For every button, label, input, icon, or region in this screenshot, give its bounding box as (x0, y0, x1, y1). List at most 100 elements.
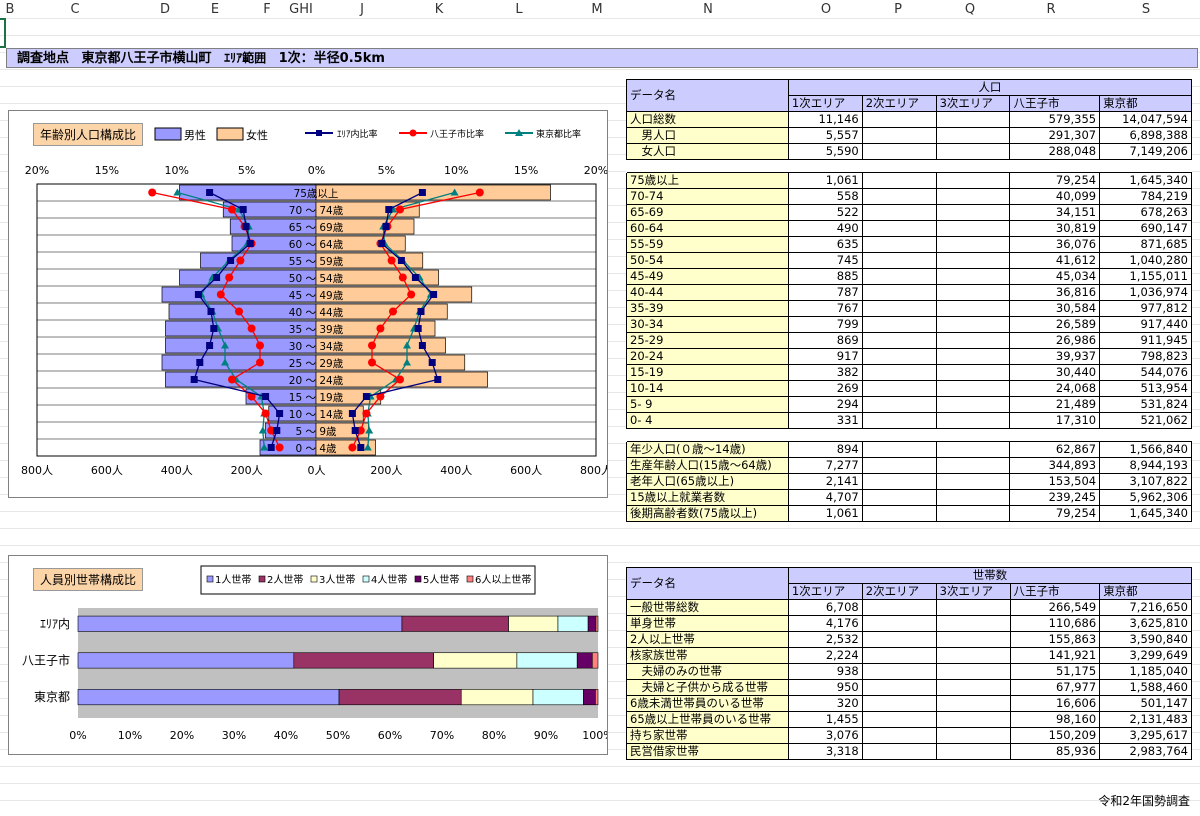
cell-area1[interactable]: 4,707 (787, 489, 863, 506)
row-label[interactable]: 60-64 (626, 220, 789, 237)
selected-cell[interactable] (0, 18, 6, 48)
cell-area3[interactable] (935, 127, 1011, 144)
cell-area1[interactable]: 11,146 (787, 111, 863, 128)
cell-area1[interactable]: 799 (787, 316, 863, 333)
cell-hachioji[interactable]: 34,151 (1009, 204, 1101, 221)
cell-area2[interactable] (861, 647, 937, 664)
column-letter[interactable]: GHI (289, 2, 313, 17)
cell-hachioji[interactable]: 30,584 (1009, 300, 1101, 317)
cell-area3[interactable] (935, 473, 1011, 490)
cell-area2[interactable] (861, 236, 937, 253)
cell-area1[interactable]: 490 (787, 220, 863, 237)
cell-area2[interactable] (861, 252, 937, 269)
row-label[interactable]: 50-54 (626, 252, 789, 269)
row-label[interactable]: 生産年齢人口(15歳～64歳) (626, 457, 789, 474)
column-letter[interactable]: O (820, 2, 832, 17)
cell-area2[interactable] (861, 143, 937, 160)
cell-hachioji[interactable]: 79,254 (1009, 505, 1101, 522)
row-label[interactable]: 15-19 (626, 364, 789, 381)
cell-area1[interactable]: 4,176 (787, 615, 863, 632)
cell-area1[interactable]: 2,224 (787, 647, 863, 664)
row-label[interactable]: 持ち家世帯 (626, 727, 789, 744)
cell-area1[interactable]: 320 (787, 695, 863, 712)
cell-area2[interactable] (861, 364, 937, 381)
cell-hachioji[interactable]: 266,549 (1009, 599, 1101, 616)
cell-hachioji[interactable]: 39,937 (1009, 348, 1101, 365)
column-letter[interactable]: J (360, 2, 364, 17)
column-letter[interactable]: E (210, 2, 220, 17)
row-label[interactable]: 男人口 (626, 127, 789, 144)
row-label[interactable]: 30-34 (626, 316, 789, 333)
cell-area2[interactable] (861, 727, 937, 744)
cell-tokyo[interactable]: 3,590,840 (1099, 631, 1192, 648)
cell-tokyo[interactable]: 3,299,649 (1099, 647, 1192, 664)
cell-area3[interactable] (935, 505, 1011, 522)
cell-area2[interactable] (861, 412, 937, 429)
row-label[interactable]: 10-14 (626, 380, 789, 397)
row-label[interactable]: 単身世帯 (626, 615, 789, 632)
row-label[interactable]: 55-59 (626, 236, 789, 253)
cell-area2[interactable] (861, 348, 937, 365)
cell-area1[interactable]: 938 (787, 663, 863, 680)
cell-area3[interactable] (935, 172, 1011, 189)
row-label[interactable]: 女人口 (626, 143, 789, 160)
cell-tokyo[interactable]: 1,040,280 (1099, 252, 1192, 269)
cell-hachioji[interactable]: 291,307 (1009, 127, 1101, 144)
row-label[interactable]: 15歳以上就業者数 (626, 489, 789, 506)
cell-area2[interactable] (861, 172, 937, 189)
row-label[interactable]: 5- 9 (626, 396, 789, 413)
cell-area1[interactable]: 382 (787, 364, 863, 381)
cell-area1[interactable]: 1,061 (787, 172, 863, 189)
row-label[interactable]: 0- 4 (626, 412, 789, 429)
row-label[interactable]: 2人以上世帯 (626, 631, 789, 648)
cell-area1[interactable]: 950 (787, 679, 863, 696)
cell-area1[interactable]: 5,590 (787, 143, 863, 160)
cell-hachioji[interactable]: 62,867 (1009, 441, 1101, 458)
header-group[interactable]: 人口 (787, 79, 1193, 96)
header-data-name[interactable]: データ名 (626, 567, 789, 600)
header-col[interactable]: 八王子市 (1009, 583, 1101, 600)
cell-area3[interactable] (935, 679, 1011, 696)
cell-area3[interactable] (935, 631, 1011, 648)
cell-tokyo[interactable]: 14,047,594 (1099, 111, 1192, 128)
cell-area2[interactable] (861, 599, 937, 616)
cell-hachioji[interactable]: 79,254 (1009, 172, 1101, 189)
cell-hachioji[interactable]: 239,245 (1009, 489, 1101, 506)
cell-hachioji[interactable]: 288,048 (1009, 143, 1101, 160)
header-col[interactable]: 東京都 (1099, 583, 1192, 600)
cell-area1[interactable]: 6,708 (787, 599, 863, 616)
cell-area2[interactable] (861, 695, 937, 712)
cell-area1[interactable]: 331 (787, 412, 863, 429)
cell-area2[interactable] (861, 127, 937, 144)
cell-tokyo[interactable]: 1,645,340 (1099, 505, 1192, 522)
cell-area3[interactable] (935, 111, 1011, 128)
cell-area1[interactable]: 745 (787, 252, 863, 269)
cell-area1[interactable]: 767 (787, 300, 863, 317)
row-label[interactable]: 後期高齢者数(75歳以上) (626, 505, 789, 522)
cell-tokyo[interactable]: 784,219 (1099, 188, 1192, 205)
cell-area2[interactable] (861, 489, 937, 506)
cell-tokyo[interactable]: 871,685 (1099, 236, 1192, 253)
cell-area3[interactable] (935, 252, 1011, 269)
cell-tokyo[interactable]: 7,216,650 (1099, 599, 1192, 616)
column-letter[interactable]: N (703, 2, 713, 17)
cell-hachioji[interactable]: 155,863 (1009, 631, 1101, 648)
cell-tokyo[interactable]: 798,823 (1099, 348, 1192, 365)
cell-area3[interactable] (935, 188, 1011, 205)
cell-hachioji[interactable]: 41,612 (1009, 252, 1101, 269)
cell-hachioji[interactable]: 36,816 (1009, 284, 1101, 301)
cell-area2[interactable] (861, 679, 937, 696)
cell-area2[interactable] (861, 284, 937, 301)
cell-area2[interactable] (861, 505, 937, 522)
cell-area2[interactable] (861, 111, 937, 128)
cell-area3[interactable] (935, 711, 1011, 728)
cell-tokyo[interactable]: 2,131,483 (1099, 711, 1192, 728)
column-letter[interactable]: M (591, 2, 603, 17)
cell-hachioji[interactable]: 98,160 (1009, 711, 1101, 728)
cell-area3[interactable] (935, 396, 1011, 413)
cell-area2[interactable] (861, 332, 937, 349)
cell-tokyo[interactable]: 1,185,040 (1099, 663, 1192, 680)
cell-area1[interactable]: 522 (787, 204, 863, 221)
cell-tokyo[interactable]: 501,147 (1099, 695, 1192, 712)
cell-tokyo[interactable]: 1,645,340 (1099, 172, 1192, 189)
